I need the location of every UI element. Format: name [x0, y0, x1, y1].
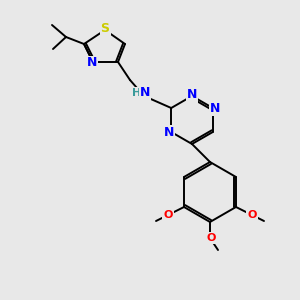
Text: O: O — [247, 210, 257, 220]
Text: N: N — [187, 88, 197, 101]
Text: N: N — [210, 101, 220, 115]
Text: N: N — [140, 86, 150, 100]
Text: H: H — [132, 88, 142, 98]
Text: N: N — [87, 56, 97, 70]
Text: O: O — [163, 210, 173, 220]
Text: N: N — [164, 125, 174, 139]
Text: S: S — [100, 22, 109, 35]
Text: O: O — [206, 233, 216, 243]
